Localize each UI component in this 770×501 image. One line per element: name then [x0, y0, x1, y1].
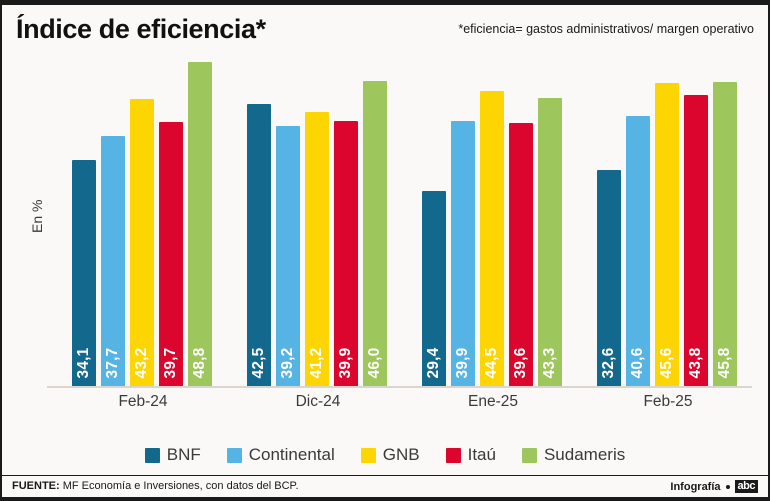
bar-value-label: 43,2: [133, 347, 150, 379]
abc-logo: abc: [734, 480, 758, 493]
bar-continental-feb-24[interactable]: 37,7: [101, 136, 125, 386]
footer-divider: [2, 475, 768, 476]
legend-swatch-icon: [226, 447, 242, 463]
bar-gnb-ene-25[interactable]: 44,5: [480, 91, 504, 386]
bar-value-label: 37,7: [104, 347, 121, 379]
x-tick-dic-24: Dic-24: [295, 393, 341, 410]
bar-value-label: 42,5: [250, 347, 267, 379]
x-tick-feb-24: Feb-24: [118, 393, 168, 410]
source-text: MF Economía e Inversiones, con datos del…: [59, 480, 299, 492]
bar-bnf-ene-25[interactable]: 29,4: [422, 191, 446, 386]
bar-value-label: 32,6: [600, 347, 617, 379]
bar-group: 42,5 39,2 41,2 39,9 46,0: [247, 53, 389, 386]
chart-footer: FUENTE: MF Economía e Inversiones, con d…: [2, 476, 768, 498]
legend-item-bnf[interactable]: BNF: [144, 445, 201, 465]
bar-sudameris-ene-25[interactable]: 43,3: [538, 98, 562, 386]
bar-bnf-feb-24[interactable]: 34,1: [72, 160, 96, 386]
bar-value-label: 39,7: [162, 347, 179, 379]
bar-gnb-feb-24[interactable]: 43,2: [130, 99, 154, 386]
bar-gnb-feb-25[interactable]: 45,6: [655, 83, 679, 386]
source-label: FUENTE:: [12, 480, 60, 492]
bar-continental-dic-24[interactable]: 39,2: [276, 126, 300, 386]
bar-sudameris-feb-25[interactable]: 45,8: [713, 82, 737, 386]
bar-sudameris-feb-24[interactable]: 48,8: [188, 62, 212, 386]
legend-item-ita[interactable]: Itaú: [445, 445, 496, 465]
legend-swatch-icon: [521, 447, 537, 463]
bar-bnf-feb-25[interactable]: 32,6: [597, 170, 621, 386]
bar-group: 32,6 40,6 45,6 43,8 45,8: [597, 53, 739, 386]
legend-swatch-icon: [445, 447, 461, 463]
bar-gnb-dic-24[interactable]: 41,2: [305, 112, 329, 386]
chart-plot-area: En % 34,1 37,7 43,2 39,7 48,8 42,5 39,2 41,2 39,…: [29, 53, 752, 410]
chart-legend: BNF Continental GNB Itaú Sudameris: [2, 445, 768, 465]
bar-value-label: 45,8: [716, 347, 733, 379]
legend-label: Sudameris: [543, 445, 626, 464]
y-axis-label: En %: [29, 199, 45, 233]
bar-value-label: 29,4: [425, 347, 442, 379]
chart-header: Índice de eficiencia* *eficiencia= gasto…: [2, 5, 768, 53]
bar-continental-ene-25[interactable]: 39,9: [451, 121, 475, 386]
bar-value-label: 46,0: [366, 347, 383, 379]
bar-value-label: 39,9: [454, 347, 471, 379]
bar-value-label: 48,8: [191, 347, 208, 379]
x-axis-baseline: [47, 386, 752, 388]
x-tick-ene-25: Ene-25: [468, 393, 518, 410]
bar-ita-feb-24[interactable]: 39,7: [159, 122, 183, 386]
credit-text: Infografía: [670, 480, 721, 493]
bar-value-label: 39,2: [279, 347, 296, 379]
bar-value-label: 43,8: [687, 347, 704, 379]
bar-group: 34,1 37,7 43,2 39,7 48,8: [72, 53, 214, 386]
bar-value-label: 43,3: [541, 347, 558, 379]
legend-label: Continental: [248, 445, 335, 464]
bar-value-label: 39,6: [512, 347, 529, 379]
bar-continental-feb-25[interactable]: 40,6: [626, 116, 650, 386]
bar-value-label: 40,6: [629, 347, 646, 379]
bar-ita-dic-24[interactable]: 39,9: [334, 121, 358, 386]
bar-value-label: 39,9: [337, 347, 354, 379]
bar-value-label: 44,5: [483, 347, 500, 379]
bar-ita-ene-25[interactable]: 39,6: [509, 123, 533, 386]
legend-item-sudameris[interactable]: Sudameris: [521, 445, 626, 465]
bar-value-label: 34,1: [75, 347, 92, 379]
definition-note: *eficiencia= gastos administrativos/ mar…: [458, 22, 754, 36]
legend-label: GNB: [382, 445, 420, 464]
bar-sudameris-dic-24[interactable]: 46,0: [363, 81, 387, 386]
legend-label: BNF: [166, 445, 201, 464]
page-title: Índice de eficiencia*: [16, 14, 266, 44]
legend-item-continental[interactable]: Continental: [226, 445, 335, 465]
bar-ita-feb-25[interactable]: 43,8: [684, 95, 708, 386]
source-credit: FUENTE: MF Economía e Inversiones, con d…: [12, 480, 299, 492]
bar-value-label: 41,2: [308, 347, 325, 379]
legend-item-gnb[interactable]: GNB: [360, 445, 420, 465]
bar-group: 29,4 39,9 44,5 39,6 43,3: [422, 53, 564, 386]
x-tick-feb-25: Feb-25: [643, 393, 693, 410]
legend-swatch-icon: [144, 447, 160, 463]
legend-label: Itaú: [467, 445, 496, 464]
bullet-dot-icon: [725, 484, 730, 489]
bar-bnf-dic-24[interactable]: 42,5: [247, 104, 271, 386]
publisher-credit: Infografía abc: [670, 480, 758, 493]
legend-swatch-icon: [360, 447, 376, 463]
bar-value-label: 45,6: [658, 347, 675, 379]
